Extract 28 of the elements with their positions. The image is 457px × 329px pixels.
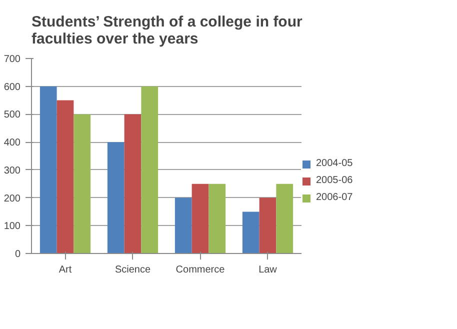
- bar: [276, 184, 294, 254]
- x-tick-label: Law: [258, 264, 278, 276]
- x-tick-label: Science: [114, 264, 151, 276]
- legend-label: 2005-06: [316, 175, 353, 186]
- x-tick-label: Art: [58, 264, 72, 276]
- bar: [40, 86, 57, 254]
- bar: [141, 86, 158, 254]
- bar: [124, 114, 142, 254]
- bar: [208, 184, 226, 254]
- y-tick-label: 400: [4, 138, 21, 149]
- legend-label: 2006-07: [316, 192, 353, 203]
- y-tick-label: 700: [4, 54, 21, 65]
- x-tick-label: Commerce: [176, 264, 226, 276]
- chart-title: Students’ Strength of a college in four faculties over the years: [32, 14, 303, 48]
- y-tick-label: 200: [4, 193, 21, 204]
- bar: [259, 198, 276, 254]
- bar: [107, 142, 124, 254]
- y-tick-label: 500: [4, 110, 21, 121]
- y-tick-label: 600: [4, 82, 21, 93]
- bar: [174, 198, 192, 254]
- bar: [192, 184, 209, 254]
- bar: [242, 212, 260, 254]
- bar: [56, 100, 74, 254]
- y-tick-label: 0: [14, 249, 21, 260]
- y-tick-label: 300: [4, 165, 21, 176]
- legend-label: 2004-05: [316, 158, 353, 169]
- bar: [74, 114, 91, 254]
- y-tick-label: 100: [4, 221, 21, 232]
